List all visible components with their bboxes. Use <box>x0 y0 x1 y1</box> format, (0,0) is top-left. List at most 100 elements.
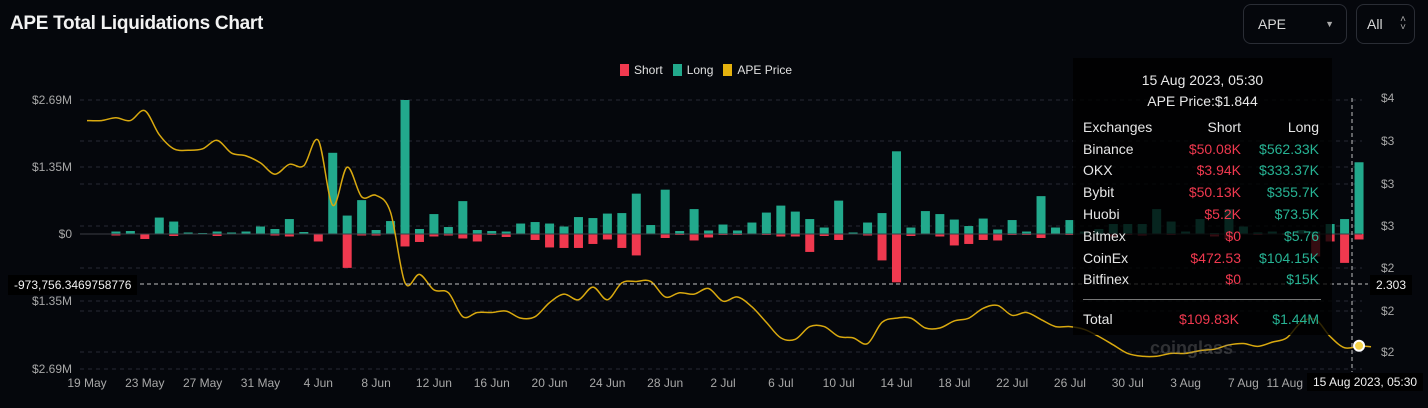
tooltip-row: OKX $3.94K $333.37K <box>1083 160 1319 182</box>
short-bar <box>313 234 323 242</box>
short-bar <box>935 234 945 237</box>
tooltip-date: 15 Aug 2023, 05:30 <box>1141 72 1264 88</box>
x-axis-tick: 26 Jul <box>1054 376 1086 390</box>
long-bar <box>284 219 294 234</box>
long-bar <box>675 231 685 234</box>
short-bar <box>617 234 627 248</box>
x-axis-tick: 11 Aug <box>1267 376 1303 390</box>
short-bar <box>212 234 222 236</box>
long-bar <box>443 227 453 234</box>
tooltip-short: $3.94K <box>1196 162 1241 179</box>
long-bar <box>718 224 728 234</box>
right-axis-tick: $3 <box>1381 134 1395 148</box>
short-bar <box>978 234 988 240</box>
tooltip-long: $562.33K <box>1259 140 1319 157</box>
long-bar <box>646 225 656 234</box>
legend-long[interactable]: Long <box>672 63 713 77</box>
left-axis-tick: $1.35M <box>32 160 72 174</box>
tooltip-long: $333.37K <box>1259 162 1319 179</box>
long-bar <box>241 231 251 234</box>
short-bar <box>906 234 916 236</box>
coin-select[interactable]: APE ▼ <box>1243 4 1347 44</box>
price-line <box>86 109 1372 358</box>
right-axis-tick: $3 <box>1381 219 1395 233</box>
short-bar <box>371 234 381 236</box>
short-bar <box>819 234 829 236</box>
short-bar <box>400 234 410 247</box>
long-bar <box>848 232 858 234</box>
tooltip-long: $104.15K <box>1259 249 1319 266</box>
legend-price[interactable]: APE Price <box>723 63 792 77</box>
long-bar <box>978 218 988 234</box>
x-axis-tick: 18 Jul <box>938 376 970 390</box>
left-axis-tick: $2.69M <box>32 93 72 107</box>
short-bar <box>357 234 367 236</box>
short-bar <box>140 234 150 239</box>
x-axis-tick: 8 Jun <box>361 376 390 390</box>
x-axis-tick: 16 Jun <box>474 376 510 390</box>
long-bar <box>227 232 237 234</box>
right-axis-tick: $3 <box>1381 177 1395 191</box>
right-axis-tick: $2 <box>1381 304 1395 318</box>
tooltip-exchange: OKX <box>1083 162 1113 179</box>
legend-label: Short <box>634 63 663 77</box>
tooltip-total-row: Total $109.83K $1.44M <box>1083 308 1319 330</box>
long-bar <box>761 212 771 234</box>
long-bar <box>386 221 396 234</box>
long-bar <box>805 219 815 234</box>
left-axis-tick: $0 <box>59 227 73 241</box>
tooltip-short: $50.13K <box>1188 184 1241 201</box>
total-long: $1.44M <box>1272 311 1319 328</box>
short-bar <box>545 234 555 248</box>
x-axis-tick: 19 May <box>67 376 106 390</box>
short-bar <box>429 234 439 237</box>
short-bar <box>458 234 468 239</box>
long-bar <box>530 222 540 234</box>
tooltip-short: $5.2K <box>1204 206 1241 223</box>
crosshair-date-label: 15 Aug 2023, 05:30 <box>1307 373 1424 391</box>
tooltip-row: Bitmex $0 $5.76 <box>1083 225 1319 247</box>
header-short: Short <box>1207 118 1241 135</box>
long-bar <box>371 230 381 234</box>
x-axis-tick: 2 Jul <box>710 376 735 390</box>
x-axis-tick: 31 May <box>241 376 280 390</box>
short-bar <box>660 234 670 238</box>
long-bar <box>183 232 193 234</box>
long-bar <box>169 221 179 234</box>
tooltip-long: $355.7K <box>1266 184 1319 201</box>
coinglass-watermark: coinglass <box>1150 338 1234 358</box>
right-axis-tick: $2 <box>1381 261 1395 275</box>
long-bar <box>573 217 583 234</box>
short-bar <box>1354 234 1364 240</box>
long-bar <box>689 209 699 234</box>
crosshair-left-value: -973,756.3469758776 <box>8 275 138 295</box>
long-bar <box>154 217 164 234</box>
short-bar <box>631 234 641 256</box>
x-axis-tick: 4 Jun <box>304 376 333 390</box>
range-select-value: All <box>1367 16 1383 32</box>
short-bar <box>891 234 901 283</box>
tooltip-row: Bybit $50.13K $355.7K <box>1083 181 1319 203</box>
long-bar <box>1036 196 1046 234</box>
long-bar <box>255 226 265 234</box>
short-bar <box>704 234 714 238</box>
short-bar <box>689 234 699 241</box>
up-down-chevron-icon: ˄ ˅ <box>1400 14 1406 33</box>
long-bar <box>501 231 511 234</box>
left-axis-tick: $1.35M <box>32 294 72 308</box>
left-axis-tick: $2.69M <box>32 362 72 376</box>
short-bar <box>111 234 121 236</box>
long-bar <box>400 100 410 234</box>
long-bar <box>906 227 916 234</box>
x-axis-tick: 22 Jul <box>996 376 1028 390</box>
tooltip-total: Total $109.83K $1.44M <box>1083 308 1319 330</box>
short-bar <box>443 234 453 236</box>
range-select[interactable]: All ˄ ˅ <box>1356 4 1415 44</box>
long-bar <box>819 227 829 234</box>
long-bar <box>891 151 901 234</box>
long-bar <box>357 200 367 234</box>
long-bar <box>776 205 786 234</box>
long-bar <box>125 231 135 234</box>
tooltip-exchange: Huobi <box>1083 206 1120 223</box>
legend-short[interactable]: Short <box>620 63 663 77</box>
